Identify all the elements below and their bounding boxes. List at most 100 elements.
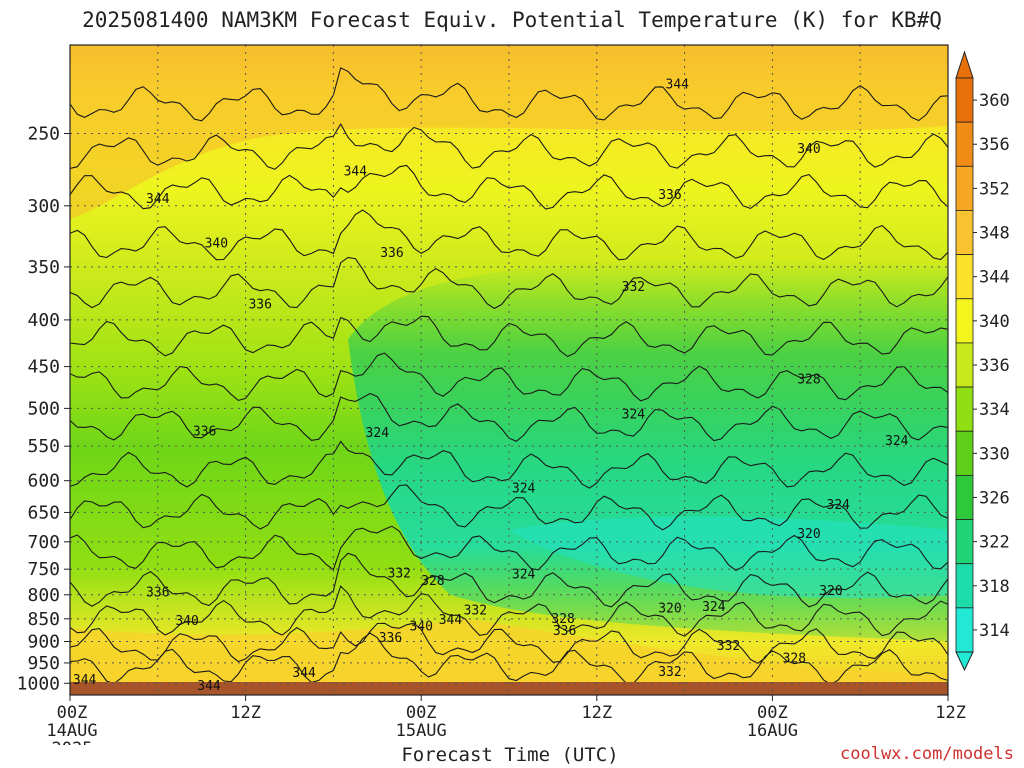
contour-line	[70, 585, 948, 637]
contour-label: 340	[205, 237, 228, 252]
contour-label: 344	[666, 78, 690, 93]
y-tick-label: 400	[27, 310, 60, 331]
colorbar-segment	[955, 210, 974, 256]
colorbar-tick-label: 348	[979, 224, 1010, 244]
colorbar-tick-label: 326	[979, 488, 1010, 508]
contour-label: 336	[146, 585, 169, 600]
y-tick-label: 850	[27, 609, 60, 630]
y-tick-label: 700	[27, 532, 60, 553]
colorbar-segment	[955, 342, 974, 388]
colorbar-tick-label: 352	[979, 179, 1010, 199]
contour-label: 328	[783, 652, 806, 667]
contour-label: 336	[193, 424, 216, 439]
contour-label: 336	[553, 624, 576, 639]
y-tick-label: 350	[27, 257, 60, 278]
contour-label: 324	[512, 567, 536, 582]
x-tick-label: 12Z	[581, 703, 612, 723]
colorbar-tick-label: 314	[979, 621, 1010, 641]
y-tick-label: 500	[27, 398, 60, 419]
contour-line	[70, 632, 948, 686]
colorbar-segment	[955, 519, 974, 565]
colorbar-top-arrow	[955, 50, 974, 79]
warm-surface-region	[70, 618, 948, 682]
colorbar-segment	[955, 254, 974, 300]
x-tick-label: 12Z	[935, 703, 966, 723]
colorbar-segment	[955, 77, 974, 123]
contour-label: 332	[388, 566, 411, 581]
contour-label: 324	[366, 426, 390, 441]
contour-label: 340	[409, 620, 432, 635]
contour-label: 320	[658, 601, 681, 616]
contour-label: 324	[622, 408, 646, 423]
colorbar-bottom-arrow	[955, 651, 974, 672]
x-axis-title: Forecast Time (UTC)	[401, 744, 619, 766]
contour-line	[70, 484, 948, 531]
upper-warm-region	[70, 45, 948, 219]
colorbar-segment	[955, 298, 974, 344]
contour-line	[70, 622, 948, 664]
x-tick-label: 00Z	[406, 703, 437, 723]
contour-label: 332	[464, 603, 487, 618]
contour-label: 340	[175, 614, 198, 629]
contour-label: 320	[819, 584, 842, 599]
contour-label: 324	[827, 498, 851, 513]
contour-label: 328	[421, 574, 444, 589]
x-tick-year: 2025	[52, 739, 93, 745]
y-tick-label: 800	[27, 585, 60, 606]
colorbar-tick-label: 334	[979, 400, 1010, 420]
chart-title: 2025081400 NAM3KM Forecast Equiv. Potent…	[82, 8, 942, 32]
colorbar-segment	[955, 563, 974, 609]
contour-line	[70, 256, 948, 310]
contour-line	[70, 552, 948, 608]
y-tick-label: 1000	[17, 673, 60, 694]
contour-line	[70, 67, 948, 122]
x-tick-date: 15AUG	[396, 721, 447, 741]
contour-label: 332	[658, 665, 681, 680]
contour-label: 328	[551, 612, 574, 627]
contour-label: 324	[702, 600, 726, 615]
colorbar-tick-label: 360	[979, 91, 1010, 111]
y-tick-label: 950	[27, 653, 60, 674]
colorbar-tick-label: 318	[979, 577, 1010, 597]
y-tick-label: 550	[27, 436, 60, 457]
contour-label: 336	[379, 631, 402, 646]
contour-label: 344	[146, 192, 170, 207]
contour-label: 336	[380, 246, 403, 261]
contour-label: 324	[885, 434, 909, 449]
contour-label: 344	[344, 164, 368, 179]
credit-text: coolwx.com/models	[840, 744, 1014, 764]
contour-line	[70, 209, 948, 261]
x-tick-label: 12Z	[230, 703, 261, 723]
contour-label: 324	[512, 482, 536, 497]
y-tick-label: 900	[27, 631, 60, 652]
contour-label: 344	[292, 666, 316, 681]
colorbar-tick-label: 322	[979, 533, 1010, 553]
y-tick-label: 300	[27, 196, 60, 217]
contour-label: 320	[797, 527, 820, 542]
contour-label: 332	[717, 639, 740, 654]
colorbar-tick-label: 340	[979, 312, 1010, 332]
ground-strip	[70, 682, 948, 695]
colorbar-segment	[955, 165, 974, 211]
colorbar-tick-label: 336	[979, 356, 1010, 376]
contour-label: 340	[797, 142, 820, 157]
colorbar-tick-label: 344	[979, 268, 1010, 288]
teal-region	[509, 516, 948, 599]
x-tick-date: 16AUG	[747, 721, 798, 741]
colorbar-segment	[955, 474, 974, 520]
x-tick-label: 00Z	[757, 703, 788, 723]
contour-label: 336	[248, 298, 271, 313]
colorbar-segment	[955, 121, 974, 167]
colorbar-tick-label: 330	[979, 444, 1010, 464]
x-tick-date: 14AUG	[46, 721, 97, 741]
contour-label: 336	[658, 188, 681, 203]
contour-label: 344	[73, 673, 97, 688]
contour-line	[70, 164, 948, 210]
y-tick-label: 250	[27, 123, 60, 144]
y-tick-label: 450	[27, 357, 60, 378]
contour-line	[70, 315, 948, 358]
y-tick-label: 600	[27, 471, 60, 492]
colorbar-segment	[955, 386, 974, 432]
contour-label: 328	[797, 373, 820, 388]
